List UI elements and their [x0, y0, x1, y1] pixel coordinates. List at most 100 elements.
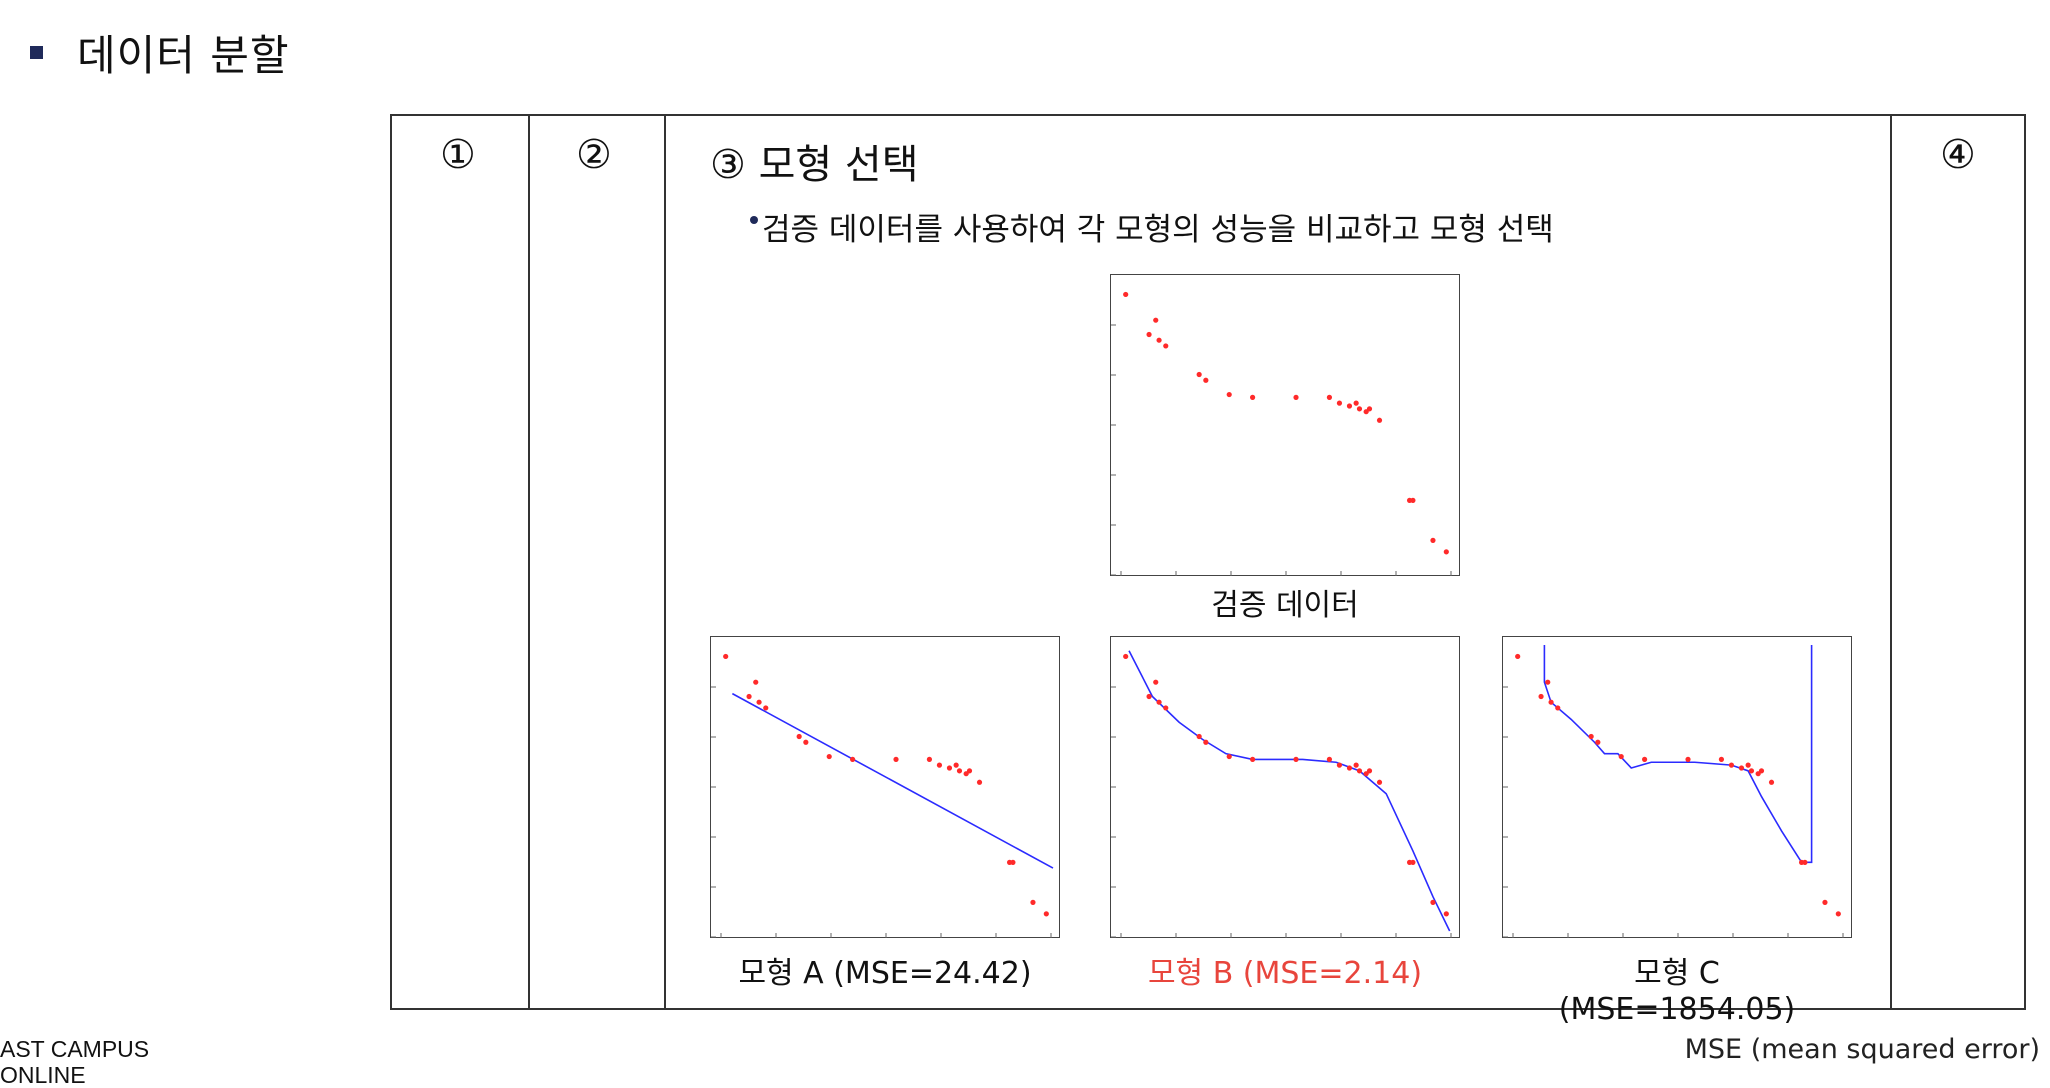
data-point: [1163, 343, 1169, 349]
model-a-caption: 모형 A (MSE=24.42): [738, 956, 1032, 991]
data-point: [1203, 377, 1209, 383]
data-point: [1326, 756, 1333, 762]
data-point: [926, 756, 933, 762]
data-point: [1555, 705, 1561, 711]
data-point: [1430, 537, 1436, 543]
data-point: [1043, 911, 1049, 917]
data-point: [1293, 756, 1299, 762]
step-3-description: 검증 데이터를 사용하여 각 모형의 성능을 비교하고 모형 선택: [750, 204, 1554, 249]
data-point: [936, 762, 943, 768]
data-point: [753, 679, 759, 685]
brand-line-2: ONLINE: [0, 1062, 86, 1088]
data-point: [1822, 899, 1828, 905]
data-point: [1336, 762, 1343, 768]
data-point: [1196, 371, 1202, 378]
data-point: [1146, 331, 1152, 338]
data-point: [1685, 756, 1691, 762]
data-point: [1156, 337, 1162, 343]
data-point: [1366, 406, 1373, 412]
mse-footnote: MSE (mean squared error): [1684, 1034, 2040, 1065]
step-2-label: ②: [576, 132, 612, 178]
data-point: [1745, 762, 1751, 768]
model-c-fit-curve: [1543, 645, 1813, 864]
data-point: [1642, 756, 1648, 762]
brand-footer: AST CAMPUS ONLINE: [0, 1036, 149, 1088]
section-title: 데이터 분할: [77, 31, 290, 80]
data-point: [1588, 733, 1594, 740]
data-point: [1250, 756, 1256, 762]
model-b-plot: [1110, 636, 1460, 938]
data-point: [953, 762, 959, 768]
data-point: [1538, 693, 1544, 700]
data-point: [1758, 768, 1765, 774]
data-point: [893, 756, 899, 762]
data-point: [1443, 911, 1449, 917]
model-c-caption-line2: (MSE=1854.05): [1558, 992, 1796, 1027]
data-point: [1346, 403, 1353, 409]
data-point: [723, 653, 729, 660]
data-point: [746, 693, 752, 700]
data-point: [1356, 768, 1363, 774]
column-divider: [664, 116, 666, 1008]
data-point: [1293, 394, 1299, 400]
data-point: [803, 739, 809, 745]
column-divider: [528, 116, 530, 1008]
step-4-label: ④: [1940, 132, 1976, 178]
data-point: [1728, 762, 1735, 768]
data-point: [1153, 679, 1159, 685]
data-point: [1010, 859, 1016, 865]
data-point: [1748, 768, 1755, 774]
data-point: [1545, 679, 1551, 685]
data-point: [763, 705, 769, 711]
model-c-plot-svg: [1503, 645, 1844, 938]
validation-plot: [1110, 274, 1460, 576]
data-point: [826, 753, 832, 760]
data-point: [1336, 400, 1343, 406]
data-point: [1123, 291, 1129, 298]
data-point: [1146, 693, 1152, 700]
column-divider: [1890, 116, 1892, 1008]
data-point: [1548, 699, 1554, 705]
model-b-fit-curve: [1128, 650, 1451, 932]
process-table: ① ② ③ 모형 선택 ④ 검증 데이터를 사용하여 각 모형의 성능을 비교하…: [390, 114, 2026, 1027]
step-3-title: ③ 모형 선택: [710, 142, 919, 188]
model-b-plot-svg: [1111, 650, 1452, 938]
square-bullet-icon: [30, 46, 43, 59]
validation-plot-svg: [1111, 291, 1452, 576]
data-point: [1376, 417, 1383, 423]
data-point: [1835, 911, 1841, 917]
data-point: [1353, 400, 1359, 406]
model-a-plot: [710, 636, 1060, 938]
data-point: [1366, 768, 1373, 774]
data-point: [1515, 653, 1521, 660]
data-point: [1595, 739, 1601, 745]
data-point: [796, 733, 802, 740]
data-point: [1250, 394, 1256, 400]
data-point: [1346, 765, 1353, 771]
data-point: [1030, 899, 1036, 905]
data-point: [1410, 859, 1416, 865]
section-heading: 데이터 분할: [30, 22, 290, 83]
data-point: [946, 765, 953, 771]
data-point: [756, 699, 762, 705]
data-point: [1802, 859, 1808, 865]
data-point: [976, 779, 983, 785]
data-point: [1618, 753, 1624, 760]
data-point: [956, 768, 963, 774]
brand-line-1: AST CAMPUS: [0, 1036, 150, 1062]
data-point: [1326, 394, 1333, 400]
data-point: [1123, 653, 1129, 660]
model-c-plot: [1502, 636, 1852, 938]
data-point: [1353, 762, 1359, 768]
data-point: [850, 756, 856, 762]
data-point: [1153, 317, 1159, 323]
data-point: [1226, 391, 1232, 398]
bullet-dot-icon: [750, 216, 758, 224]
data-point: [966, 768, 973, 774]
data-point: [1430, 899, 1436, 905]
data-point: [1718, 756, 1725, 762]
data-point: [1356, 406, 1363, 412]
model-b-caption: 모형 B (MSE=2.14): [1147, 956, 1423, 991]
data-point: [1410, 497, 1416, 503]
validation-plot-caption: 검증 데이터: [1211, 588, 1359, 623]
